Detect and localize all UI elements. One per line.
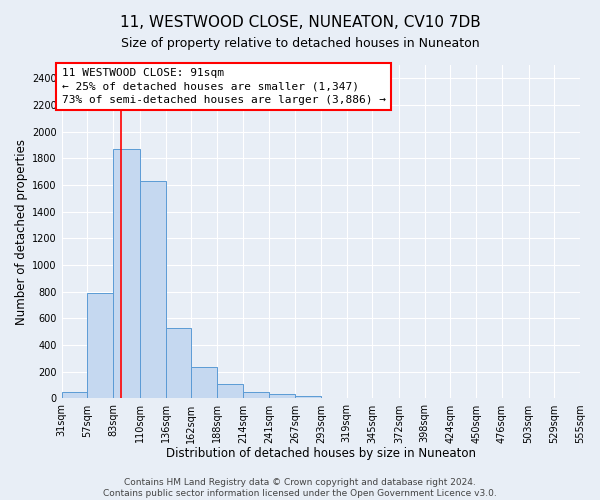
Text: Contains HM Land Registry data © Crown copyright and database right 2024.
Contai: Contains HM Land Registry data © Crown c… — [103, 478, 497, 498]
Text: 11 WESTWOOD CLOSE: 91sqm
← 25% of detached houses are smaller (1,347)
73% of sem: 11 WESTWOOD CLOSE: 91sqm ← 25% of detach… — [62, 68, 386, 104]
Bar — [166, 328, 191, 398]
Text: 11, WESTWOOD CLOSE, NUNEATON, CV10 7DB: 11, WESTWOOD CLOSE, NUNEATON, CV10 7DB — [119, 15, 481, 30]
X-axis label: Distribution of detached houses by size in Nuneaton: Distribution of detached houses by size … — [166, 447, 476, 460]
Bar — [269, 394, 295, 398]
Bar — [243, 392, 269, 398]
Bar — [295, 396, 321, 398]
Bar — [140, 181, 166, 398]
Bar — [62, 392, 88, 398]
Text: Size of property relative to detached houses in Nuneaton: Size of property relative to detached ho… — [121, 38, 479, 51]
Bar — [191, 367, 217, 398]
Y-axis label: Number of detached properties: Number of detached properties — [15, 138, 28, 324]
Bar — [113, 149, 140, 398]
Bar — [217, 384, 243, 398]
Bar — [88, 293, 113, 399]
